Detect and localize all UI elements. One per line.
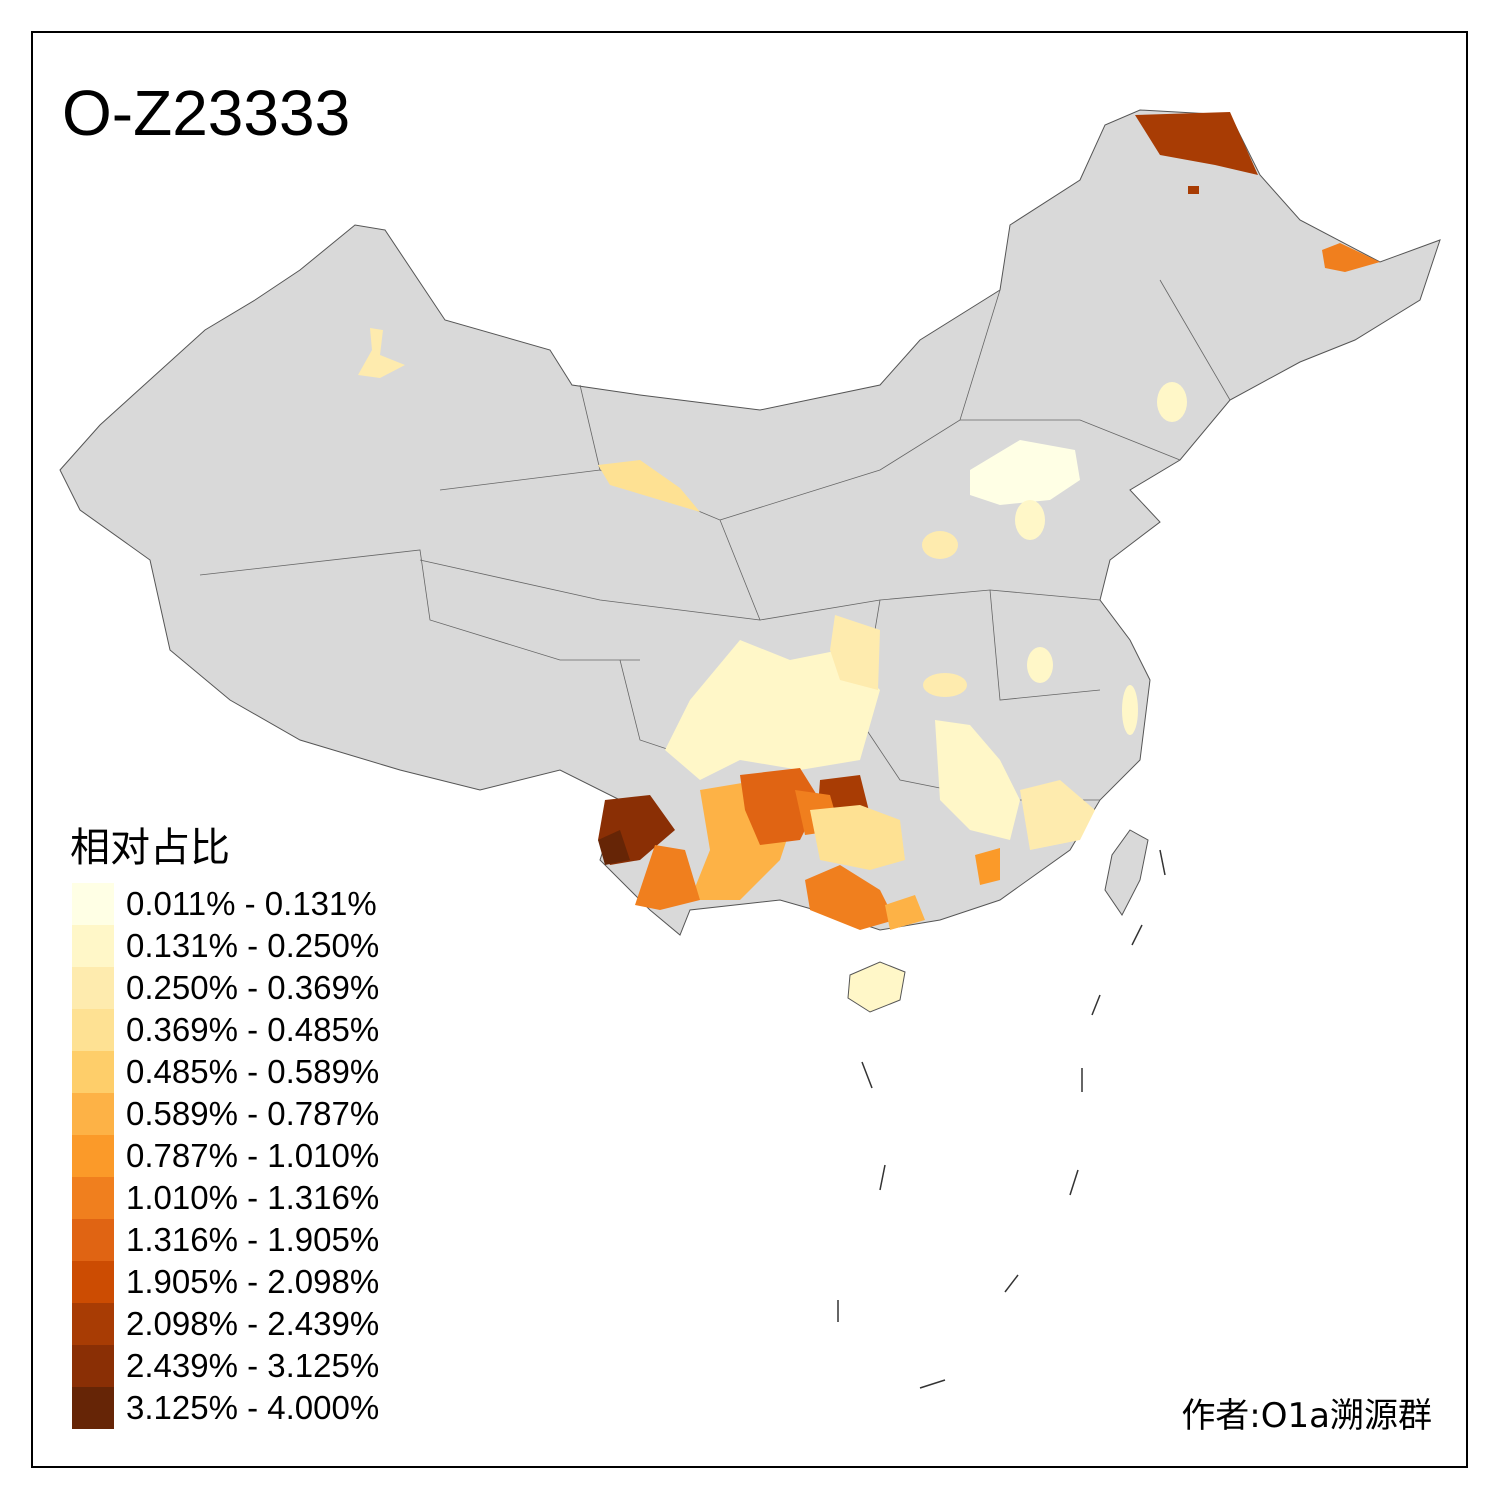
legend-item: 3.125% - 4.000% xyxy=(72,1387,379,1429)
taiwan-island xyxy=(1104,829,1149,916)
region-heilongjiang-east xyxy=(1322,243,1380,272)
region-anhui xyxy=(1027,647,1053,683)
region-fujian xyxy=(1020,780,1095,850)
legend-label: 2.098% - 2.439% xyxy=(126,1305,380,1342)
legend-item: 2.098% - 2.439% xyxy=(72,1303,379,1345)
region-guizhou xyxy=(740,768,820,845)
region-zhejiang xyxy=(1122,685,1138,735)
legend-swatch xyxy=(72,1177,114,1219)
region-heilongjiang-north xyxy=(1135,112,1258,175)
legend-item: 1.316% - 1.905% xyxy=(72,1219,379,1261)
region-xinjiang xyxy=(358,328,405,378)
legend-label: 0.011% - 0.131% xyxy=(126,885,377,922)
legend-swatch xyxy=(72,1051,114,1093)
legend-swatch xyxy=(72,925,114,967)
legend-label: 0.369% - 0.485% xyxy=(126,1011,380,1048)
legend-label: 0.250% - 0.369% xyxy=(126,969,380,1006)
legend-item: 1.010% - 1.316% xyxy=(72,1177,379,1219)
legend-title: 相对占比 xyxy=(70,825,230,871)
region-north-china xyxy=(970,440,1080,505)
province-borders xyxy=(199,279,1231,801)
region-sichuan xyxy=(665,640,880,780)
legend-swatch xyxy=(72,1135,114,1177)
legend-item: 0.250% - 0.369% xyxy=(72,967,379,1009)
legend: 0.011% - 0.131% 0.131% - 0.250% 0.250% - 0… xyxy=(72,883,379,1429)
legend-label: 0.787% - 1.010% xyxy=(126,1137,380,1174)
legend-label: 0.589% - 0.787% xyxy=(126,1095,380,1132)
region-shaanxi-south xyxy=(830,615,880,690)
islands-dash-lines xyxy=(837,849,1166,1389)
region-small-ne xyxy=(1188,186,1199,194)
legend-item: 0.787% - 1.010% xyxy=(72,1135,379,1177)
region-shanxi xyxy=(922,531,958,559)
legend-label: 1.905% - 2.098% xyxy=(126,1263,380,1300)
region-gansu xyxy=(598,460,700,512)
author-credit: 作者:O1a溯源群 xyxy=(1181,1396,1432,1436)
plot-frame xyxy=(31,31,1468,1468)
legend-swatch xyxy=(72,1387,114,1429)
legend-swatch xyxy=(72,1303,114,1345)
legend-swatch xyxy=(72,883,114,925)
legend-swatch xyxy=(72,1219,114,1261)
region-yunnan-southwest xyxy=(598,830,630,865)
legend-label: 3.125% - 4.000% xyxy=(126,1389,380,1426)
map-title: O-Z23333 xyxy=(62,77,351,149)
legend-swatch xyxy=(72,1345,114,1387)
legend-swatch xyxy=(72,1093,114,1135)
legend-item: 0.011% - 0.131% xyxy=(72,883,379,925)
legend-swatch xyxy=(72,1009,114,1051)
legend-label: 0.131% - 0.250% xyxy=(126,927,380,964)
hainan-island xyxy=(847,961,906,1013)
region-guangdong-east xyxy=(975,848,1000,885)
region-yunnan-south xyxy=(635,845,700,910)
legend-item: 0.131% - 0.250% xyxy=(72,925,379,967)
region-guangxi xyxy=(805,865,895,930)
legend-label: 0.485% - 0.589% xyxy=(126,1053,380,1090)
legend-label: 1.010% - 1.316% xyxy=(126,1179,380,1216)
legend-item: 0.589% - 0.787% xyxy=(72,1093,379,1135)
region-hunan-jiangxi xyxy=(935,720,1020,840)
region-guangxi-north xyxy=(810,805,905,870)
legend-item: 0.369% - 0.485% xyxy=(72,1009,379,1051)
region-hebei-south xyxy=(1015,500,1045,540)
legend-swatch xyxy=(72,967,114,1009)
region-jilin xyxy=(1157,382,1187,422)
legend-item: 0.485% - 0.589% xyxy=(72,1051,379,1093)
legend-swatch xyxy=(72,1261,114,1303)
legend-label: 2.439% - 3.125% xyxy=(126,1347,380,1384)
legend-label: 1.316% - 1.905% xyxy=(126,1221,380,1258)
data-regions xyxy=(358,112,1380,930)
legend-item: 2.439% - 3.125% xyxy=(72,1345,379,1387)
legend-item: 1.905% - 2.098% xyxy=(72,1261,379,1303)
region-henan xyxy=(923,673,967,697)
region-guangdong-south xyxy=(885,895,925,930)
